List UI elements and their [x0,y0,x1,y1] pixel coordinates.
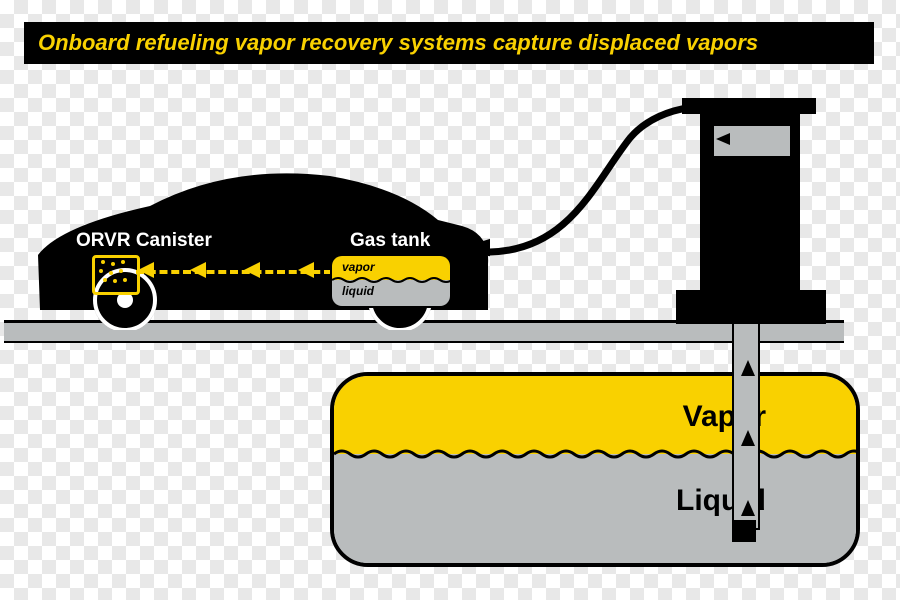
orvr-canister-label: ORVR Canister [76,230,212,252]
riser-up-arrow-icon [741,430,755,446]
underground-liquid-region [334,454,856,563]
orvr-canister [92,255,140,295]
vapor-arrow-icon [190,262,206,278]
pump-left-arrow-icon [716,133,730,145]
gas-tank-label: Gas tank [350,230,430,252]
gastank-wave-icon [332,276,450,284]
pump-top [682,98,816,114]
riser-up-arrow-icon [741,360,755,376]
gastank-liquid-label: liquid [342,284,374,298]
riser-pipe-tip [732,520,756,542]
underground-tank: Vapor Liquid [330,372,860,567]
underground-vapor-region [334,376,856,454]
riser-up-arrow-icon [741,500,755,516]
page-title: Onboard refueling vapor recovery systems… [24,22,874,64]
vapor-arrow-icon [298,262,314,278]
vapor-arrow-icon [244,262,260,278]
vapor-arrow-icon [138,262,154,278]
gas-tank: vapor liquid [330,254,452,308]
gastank-vapor-label: vapor [342,260,375,274]
